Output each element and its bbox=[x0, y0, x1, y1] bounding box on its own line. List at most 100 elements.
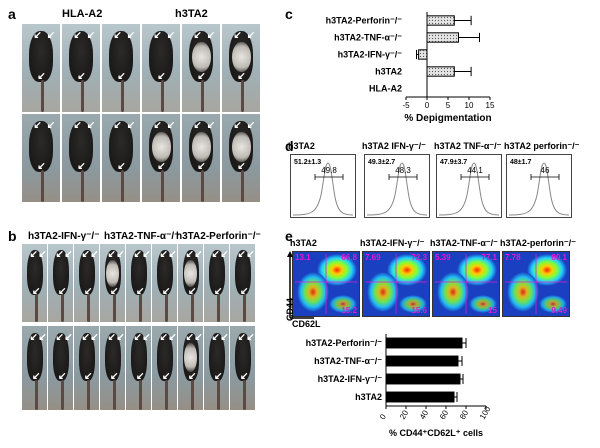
arrow-icon: ↙ bbox=[32, 285, 41, 297]
density-left bbox=[437, 272, 469, 312]
arrow-icon: ↙ bbox=[77, 71, 86, 83]
panel-d-letter: d bbox=[285, 138, 294, 154]
panel-a-group-hla-a2: HLA-A2 bbox=[62, 8, 103, 20]
arrow-icon: ↙ bbox=[194, 249, 203, 261]
x-tick-label: 80 bbox=[458, 408, 471, 421]
mouse-photo: ↙ ↙ ↙ bbox=[22, 326, 47, 410]
arrow-icon: ↙ bbox=[246, 249, 255, 261]
arrow-icon: ↙ bbox=[116, 331, 125, 343]
mouse-photo: ↙ ↙ ↙ bbox=[204, 244, 229, 322]
depigmentation-chart: h3TA2-Perforin⁻/⁻ h3TA2-TNF-α⁻/⁻ h3TA2-IFN… bbox=[326, 12, 495, 124]
histogram-svg: 48.349.3±2.7 bbox=[366, 159, 428, 216]
mouse-photo: ↙ ↙ ↙ bbox=[102, 114, 140, 202]
histogram-title: h3TA2 perforin⁻/⁻ bbox=[504, 141, 580, 151]
quadrant-value-ul: 5.39 bbox=[435, 253, 451, 262]
arrow-icon: ↙ bbox=[246, 120, 256, 132]
histogram-title: h3TA2 bbox=[288, 141, 315, 151]
stat-value: 47.9±3.7 bbox=[440, 159, 467, 166]
mouse-photo: ↙ ↙ ↙ bbox=[62, 24, 100, 112]
arrow-icon: ↙ bbox=[214, 285, 223, 297]
panel-b-group-tnf: h3TA2-TNF-α⁻/⁻ bbox=[104, 231, 180, 242]
arrow-icon: ↙ bbox=[38, 331, 47, 343]
arrow-icon: ↙ bbox=[126, 120, 136, 132]
mouse-photo: ↙ ↙ ↙ bbox=[22, 24, 60, 112]
category-label: h3TA2-IFN-γ⁻/⁻ bbox=[338, 50, 403, 60]
flow-plot: 7.69 72.3 15.6 bbox=[362, 251, 430, 317]
arrow-icon: ↙ bbox=[153, 30, 162, 42]
mouse-photo: ↙ ↙ ↙ bbox=[100, 244, 125, 322]
arrow-icon: ↙ bbox=[237, 249, 246, 261]
arrow-icon: ↙ bbox=[58, 371, 67, 383]
arrow-icon: ↙ bbox=[86, 120, 96, 132]
arrow-icon: ↙ bbox=[73, 120, 82, 132]
arrow-icon: ↙ bbox=[166, 120, 176, 132]
mouse-photo: ↙ ↙ ↙ bbox=[152, 326, 177, 410]
density-upper-right bbox=[387, 254, 427, 286]
arrow-icon: ↙ bbox=[162, 371, 171, 383]
histogram-title: h3TA2 TNF-α⁻/⁻ bbox=[434, 141, 502, 151]
arrow-icon: ↙ bbox=[133, 331, 142, 343]
arrow-icon: ↙ bbox=[136, 371, 145, 383]
histogram-plot: 44.1 47.9±3.7 bbox=[436, 154, 502, 218]
arrow-icon: ↙ bbox=[185, 331, 194, 343]
arrow-icon: ↙ bbox=[159, 249, 168, 261]
arrow-icon: ↙ bbox=[153, 120, 162, 132]
arrow-icon: ↙ bbox=[46, 30, 56, 42]
density-lower-right bbox=[399, 295, 427, 313]
mouse-photo: ↙ ↙ ↙ bbox=[62, 114, 100, 202]
flow-svg: 13.1 66.8 15.2 bbox=[295, 253, 358, 315]
x-axis-title: % Depigmentation bbox=[404, 113, 491, 124]
x-axis-label: CD62L bbox=[292, 319, 321, 329]
quadrant-value-ur: 77.1 bbox=[481, 253, 497, 262]
arrow-icon: ↙ bbox=[237, 71, 246, 83]
category-label: h3TA2 bbox=[375, 67, 402, 77]
density-upper-right bbox=[317, 254, 357, 286]
arrow-icon: ↙ bbox=[197, 71, 206, 83]
arrow-icon: ↙ bbox=[157, 71, 166, 83]
category-label: h3TA2-Perforin⁻/⁻ bbox=[326, 16, 403, 26]
arrow-icon: ↙ bbox=[38, 249, 47, 261]
category-label: h3TA2 bbox=[355, 392, 382, 402]
panel-a-letter: a bbox=[8, 6, 16, 22]
x-tick-label: 15 bbox=[486, 101, 495, 110]
arrow-icon: ↙ bbox=[110, 285, 119, 297]
mouse-photo: ↙ ↙ ↙ bbox=[182, 24, 220, 112]
arrow-icon: ↙ bbox=[116, 249, 125, 261]
histogram-plot: 46 48±1.7 bbox=[506, 154, 572, 218]
arrow-icon: ↙ bbox=[214, 371, 223, 383]
arrow-icon: ↙ bbox=[86, 30, 96, 42]
arrow-icon: ↙ bbox=[237, 331, 246, 343]
arrow-icon: ↙ bbox=[117, 71, 126, 83]
x-tick-label: 10 bbox=[465, 101, 474, 110]
x-tick-label: 0 bbox=[425, 101, 430, 110]
arrow-icon: ↙ bbox=[133, 249, 142, 261]
flow-plot: 5.39 77.1 15 bbox=[432, 251, 500, 317]
mouse-photo: ↙ ↙ ↙ bbox=[142, 114, 180, 202]
arrow-icon: ↙ bbox=[37, 161, 46, 173]
arrow-icon: ↙ bbox=[233, 120, 242, 132]
x-tick-label: 100 bbox=[478, 404, 493, 421]
quadrant-value-lr: 15 bbox=[488, 306, 497, 315]
arrow-icon: ↙ bbox=[206, 120, 216, 132]
arrow-icon: ↙ bbox=[237, 161, 246, 173]
bar bbox=[385, 355, 459, 367]
mouse-photo: ↙ ↙ ↙ bbox=[100, 326, 125, 410]
arrow-icon: ↙ bbox=[142, 331, 151, 343]
histogram-curve bbox=[508, 162, 570, 216]
arrow-icon: ↙ bbox=[240, 285, 249, 297]
arrow-icon: ↙ bbox=[58, 285, 67, 297]
x-tick-label: 5 bbox=[446, 101, 451, 110]
flow-title: h3TA2-perforin⁻/⁻ bbox=[500, 238, 576, 248]
arrow-icon: ↙ bbox=[246, 331, 255, 343]
arrow-icon: ↙ bbox=[77, 161, 86, 173]
bar bbox=[426, 32, 459, 43]
arrow-icon: ↙ bbox=[220, 331, 229, 343]
flow-title: h3TA2 bbox=[290, 238, 317, 248]
mouse-photo: ↙ ↙ ↙ bbox=[230, 326, 255, 410]
arrow-icon: ↙ bbox=[188, 285, 197, 297]
histogram-plot: 48.3 49.3±2.7 bbox=[364, 154, 430, 218]
arrow-icon: ↙ bbox=[73, 30, 82, 42]
arrow-icon: ↙ bbox=[193, 120, 202, 132]
arrow-icon: ↙ bbox=[107, 249, 116, 261]
arrow-icon: ↙ bbox=[90, 331, 99, 343]
